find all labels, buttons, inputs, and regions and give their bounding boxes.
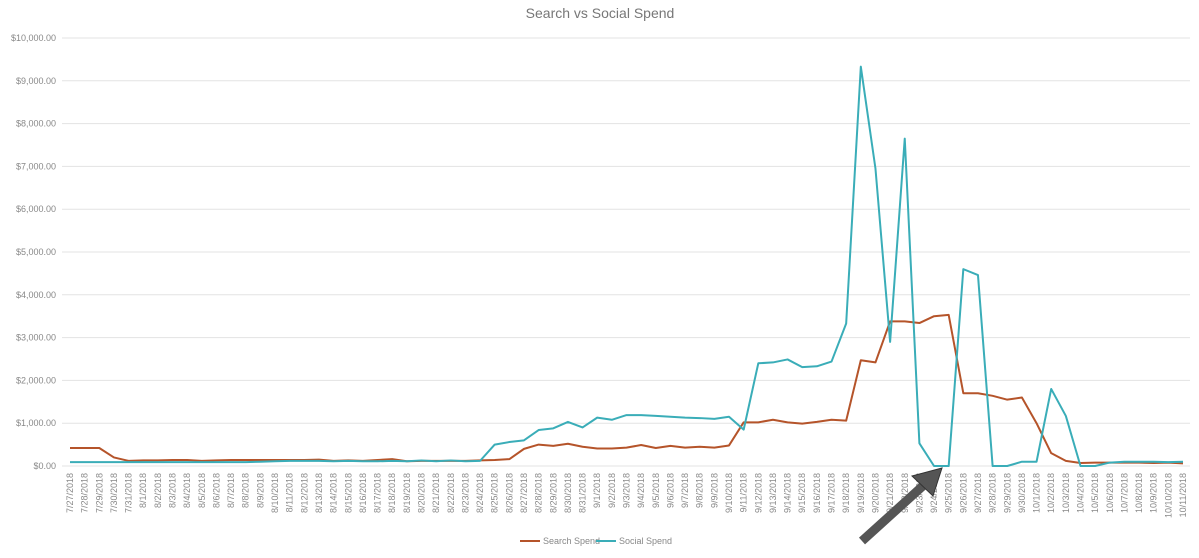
x-tick-label: 10/9/2018: [1149, 473, 1159, 513]
x-tick-label: 9/22/2018: [900, 473, 910, 513]
x-tick-label: 9/16/2018: [812, 473, 822, 513]
x-tick-label: 8/28/2018: [534, 473, 544, 513]
x-tick-label: 9/15/2018: [797, 473, 807, 513]
x-tick-label: 8/9/2018: [255, 473, 265, 508]
x-tick-label: 8/24/2018: [475, 473, 485, 513]
x-tick-label: 9/6/2018: [665, 473, 675, 508]
x-tick-label: 8/1/2018: [138, 473, 148, 508]
x-tick-label: 8/8/2018: [241, 473, 251, 508]
y-tick-label: $10,000.00: [11, 33, 56, 43]
x-tick-label: 8/22/2018: [446, 473, 456, 513]
x-tick-label: 9/17/2018: [827, 473, 837, 513]
x-tick-label: 10/3/2018: [1061, 473, 1071, 513]
x-tick-label: 10/11/2018: [1178, 473, 1188, 517]
x-tick-label: 8/26/2018: [504, 473, 514, 513]
x-tick-label: 8/14/2018: [329, 473, 339, 513]
x-tick-label: 10/2/2018: [1046, 473, 1056, 513]
x-tick-label: 10/7/2018: [1119, 473, 1129, 513]
y-tick-label: $7,000.00: [16, 161, 56, 171]
y-tick-label: $6,000.00: [16, 204, 56, 214]
x-tick-label: 8/30/2018: [563, 473, 573, 513]
x-tick-label: 8/15/2018: [343, 473, 353, 513]
y-tick-label: $5,000.00: [16, 247, 56, 257]
x-tick-label: 9/28/2018: [988, 473, 998, 513]
x-tick-label: 8/19/2018: [402, 473, 412, 513]
x-tick-label: 9/25/2018: [944, 473, 954, 513]
y-tick-label: $2,000.00: [16, 375, 56, 385]
x-tick-label: 9/3/2018: [622, 473, 632, 508]
x-tick-label: 9/1/2018: [592, 473, 602, 508]
x-tick-label: 7/30/2018: [109, 473, 119, 513]
x-tick-label: 9/13/2018: [768, 473, 778, 513]
x-tick-label: 9/21/2018: [885, 473, 895, 513]
x-tick-label: 8/27/2018: [519, 473, 529, 513]
x-tick-label: 9/5/2018: [651, 473, 661, 508]
x-tick-label: 8/10/2018: [270, 473, 280, 513]
x-tick-label: 7/29/2018: [94, 473, 104, 513]
chart-title: Search vs Social Spend: [526, 5, 675, 21]
x-tick-label: 10/1/2018: [1032, 473, 1042, 513]
y-tick-label: $4,000.00: [16, 290, 56, 300]
y-tick-label: $8,000.00: [16, 119, 56, 129]
x-tick-label: 8/25/2018: [490, 473, 500, 513]
legend-label: Social Spend: [619, 536, 672, 546]
arrow: [858, 467, 943, 545]
x-tick-label: 8/6/2018: [211, 473, 221, 508]
series-line: [70, 65, 1184, 467]
x-tick-label: 8/11/2018: [285, 473, 295, 512]
x-tick-label: 9/11/2018: [739, 473, 749, 512]
y-tick-label: $9,000.00: [16, 76, 56, 86]
x-tick-label: 8/18/2018: [387, 473, 397, 513]
x-tick-label: 10/4/2018: [1075, 473, 1085, 513]
x-tick-label: 9/12/2018: [753, 473, 763, 513]
x-tick-label: 8/5/2018: [197, 473, 207, 508]
x-tick-label: 9/19/2018: [856, 473, 866, 513]
x-tick-label: 8/21/2018: [431, 473, 441, 513]
x-tick-label: 9/10/2018: [724, 473, 734, 513]
series-line: [70, 313, 1184, 465]
x-tick-label: 8/7/2018: [226, 473, 236, 508]
y-tick-label: $0.00: [33, 461, 56, 471]
x-tick-label: 9/8/2018: [695, 473, 705, 508]
x-tick-label: 7/28/2018: [80, 473, 90, 513]
x-tick-label: 9/9/2018: [709, 473, 719, 508]
x-tick-label: 8/3/2018: [168, 473, 178, 508]
x-tick-label: 9/29/2018: [1002, 473, 1012, 513]
x-tick-label: 8/17/2018: [373, 473, 383, 513]
x-tick-label: 8/16/2018: [358, 473, 368, 513]
x-tick-label: 10/5/2018: [1090, 473, 1100, 513]
x-tick-label: 7/31/2018: [124, 473, 134, 513]
x-tick-label: 7/27/2018: [65, 473, 75, 513]
x-tick-label: 8/23/2018: [460, 473, 470, 513]
x-tick-label: 9/30/2018: [1017, 473, 1027, 513]
legend-label: Search Spend: [543, 536, 600, 546]
x-tick-label: 10/10/2018: [1163, 473, 1173, 518]
x-tick-label: 9/14/2018: [783, 473, 793, 513]
y-tick-label: $1,000.00: [16, 418, 56, 428]
x-tick-label: 9/27/2018: [973, 473, 983, 513]
y-tick-label: $3,000.00: [16, 333, 56, 343]
x-tick-label: 9/2/2018: [607, 473, 617, 508]
x-tick-label: 8/4/2018: [182, 473, 192, 508]
x-tick-label: 9/26/2018: [958, 473, 968, 513]
x-tick-label: 9/20/2018: [870, 473, 880, 513]
x-tick-label: 8/2/2018: [153, 473, 163, 508]
x-tick-label: 8/20/2018: [416, 473, 426, 513]
x-tick-label: 8/31/2018: [578, 473, 588, 513]
x-tick-label: 10/6/2018: [1105, 473, 1115, 513]
x-tick-label: 9/18/2018: [841, 473, 851, 513]
x-tick-label: 8/29/2018: [548, 473, 558, 513]
x-tick-label: 9/7/2018: [680, 473, 690, 508]
x-tick-label: 9/4/2018: [636, 473, 646, 508]
x-tick-label: 10/8/2018: [1134, 473, 1144, 513]
x-tick-label: 8/13/2018: [314, 473, 324, 513]
x-tick-label: 8/12/2018: [299, 473, 309, 513]
